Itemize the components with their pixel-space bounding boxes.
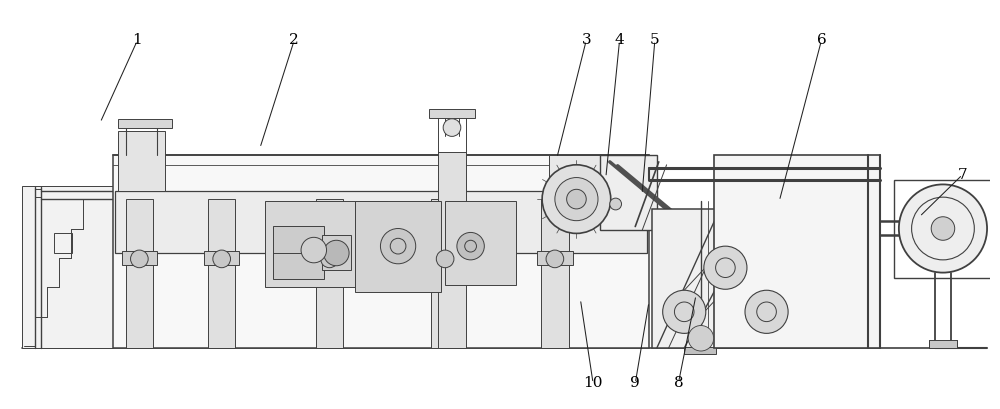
Bar: [355, 201, 441, 292]
Bar: [431, 199, 459, 348]
Bar: [118, 119, 172, 128]
Bar: [113, 155, 649, 348]
Bar: [894, 180, 992, 278]
Bar: [322, 235, 351, 270]
Bar: [122, 251, 157, 265]
Bar: [273, 226, 324, 279]
Text: 6: 6: [817, 34, 826, 47]
Text: 8: 8: [674, 376, 683, 390]
Text: 2: 2: [289, 34, 299, 47]
Circle shape: [931, 217, 955, 240]
Circle shape: [610, 198, 622, 210]
Text: 3: 3: [581, 34, 591, 47]
Bar: [427, 251, 463, 265]
Circle shape: [546, 250, 564, 268]
Bar: [438, 152, 466, 348]
Text: 7: 7: [958, 168, 967, 182]
Text: 9: 9: [630, 376, 640, 390]
Circle shape: [688, 326, 714, 351]
Circle shape: [567, 189, 586, 209]
Text: 5: 5: [650, 34, 660, 47]
Circle shape: [436, 250, 454, 268]
Circle shape: [380, 229, 416, 264]
Bar: [316, 199, 343, 348]
Bar: [429, 109, 475, 118]
Circle shape: [704, 246, 747, 289]
Bar: [312, 251, 347, 265]
Circle shape: [324, 240, 349, 266]
Text: 4: 4: [615, 34, 624, 47]
Circle shape: [745, 290, 788, 333]
Text: 10: 10: [583, 376, 603, 390]
Circle shape: [321, 250, 338, 268]
Bar: [714, 155, 880, 348]
Circle shape: [555, 178, 598, 221]
Bar: [265, 201, 387, 287]
Bar: [537, 251, 573, 265]
Bar: [929, 340, 957, 348]
Circle shape: [457, 232, 484, 260]
Bar: [541, 199, 569, 348]
Bar: [208, 199, 235, 348]
Text: 1: 1: [133, 34, 142, 47]
Bar: [118, 130, 165, 191]
Bar: [22, 187, 113, 348]
Circle shape: [131, 250, 148, 268]
Bar: [115, 191, 647, 253]
Circle shape: [301, 237, 327, 263]
Circle shape: [663, 290, 706, 333]
Bar: [126, 199, 153, 348]
Bar: [204, 251, 239, 265]
Bar: [54, 234, 72, 253]
Bar: [915, 219, 924, 238]
Bar: [684, 347, 716, 354]
Bar: [652, 209, 809, 348]
Polygon shape: [549, 155, 608, 191]
Circle shape: [899, 184, 987, 273]
Bar: [445, 201, 516, 285]
Circle shape: [542, 165, 611, 234]
Circle shape: [213, 250, 230, 268]
Circle shape: [443, 119, 461, 136]
Bar: [600, 155, 657, 230]
